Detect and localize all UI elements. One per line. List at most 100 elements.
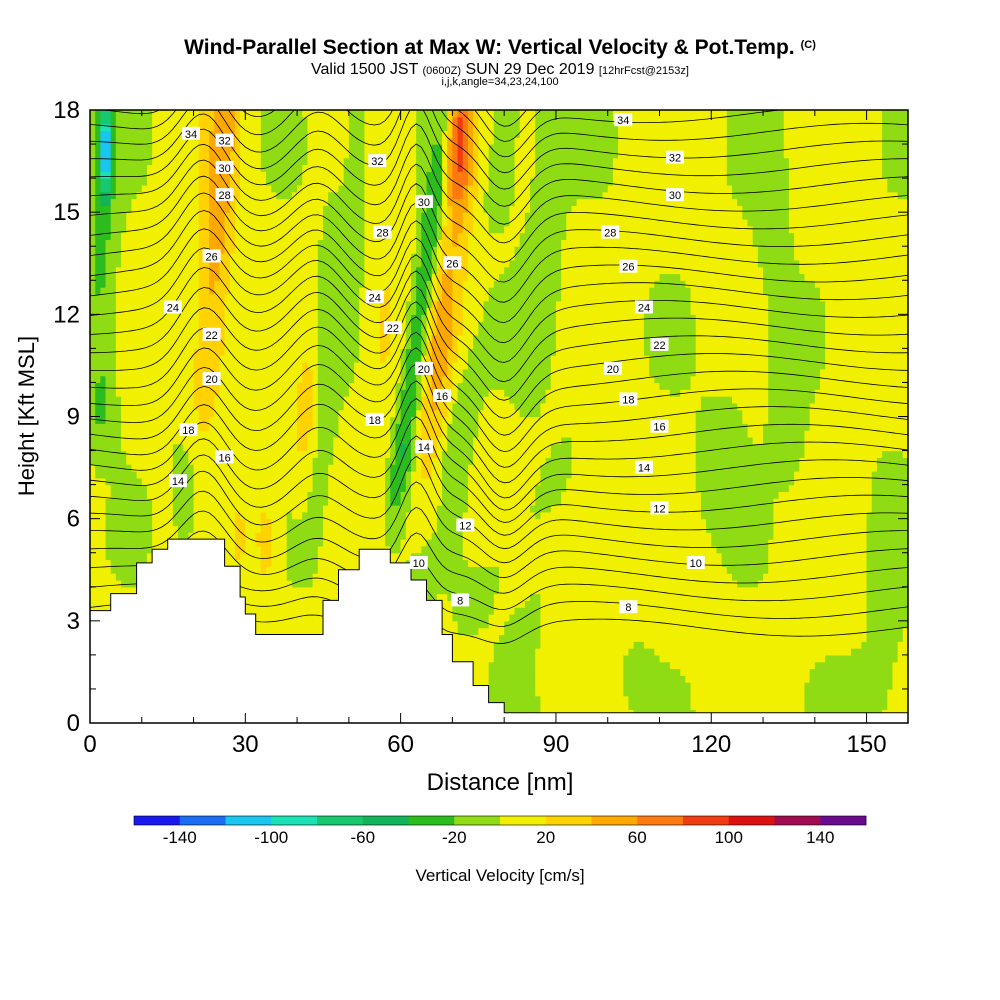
velocity-cell bbox=[214, 293, 221, 302]
velocity-cell bbox=[209, 150, 215, 159]
velocity-cell bbox=[100, 579, 107, 588]
velocity-cell bbox=[178, 116, 184, 125]
velocity-cell bbox=[307, 130, 314, 138]
velocity-cell bbox=[234, 375, 241, 384]
velocity-cell bbox=[333, 402, 340, 411]
velocity-cell bbox=[291, 389, 298, 397]
velocity-cell bbox=[121, 218, 127, 227]
velocity-cell bbox=[240, 300, 246, 309]
velocity-cell bbox=[297, 184, 303, 193]
velocity-cell bbox=[333, 436, 340, 445]
velocity-cell bbox=[178, 150, 184, 159]
velocity-cell bbox=[260, 334, 267, 343]
velocity-cell bbox=[157, 164, 164, 172]
velocity-cell bbox=[141, 457, 148, 465]
velocity-cell bbox=[369, 321, 376, 329]
velocity-cell bbox=[219, 532, 226, 540]
velocity-cell bbox=[302, 552, 309, 561]
velocity-cell bbox=[95, 532, 101, 540]
velocity-cell bbox=[188, 266, 195, 275]
velocity-cell bbox=[157, 464, 164, 472]
velocity-cell bbox=[255, 484, 262, 493]
velocity-cell bbox=[286, 600, 293, 608]
velocity-cell bbox=[343, 184, 350, 193]
velocity-cell bbox=[317, 416, 324, 424]
velocity-cell bbox=[307, 525, 314, 533]
velocity-cell bbox=[224, 287, 231, 295]
velocity-cell bbox=[354, 191, 360, 200]
velocity-cell bbox=[172, 178, 179, 186]
velocity-cell bbox=[188, 164, 195, 172]
velocity-cell bbox=[234, 130, 241, 138]
velocity-cell bbox=[266, 355, 272, 363]
velocity-cell bbox=[302, 355, 309, 363]
velocity-cell bbox=[286, 464, 293, 472]
velocity-cell bbox=[203, 470, 210, 479]
velocity-cell bbox=[333, 477, 340, 486]
velocity-cell bbox=[286, 273, 293, 281]
velocity-cell bbox=[193, 362, 200, 370]
velocity-cell bbox=[338, 321, 345, 329]
velocity-cell bbox=[172, 225, 179, 234]
velocity-cell bbox=[95, 600, 101, 608]
velocity-cell bbox=[157, 389, 164, 397]
velocity-cell bbox=[110, 130, 117, 138]
velocity-cell bbox=[333, 552, 340, 561]
velocity-cell bbox=[322, 253, 329, 261]
velocity-cell bbox=[250, 416, 257, 424]
velocity-cell bbox=[110, 280, 117, 288]
velocity-cell bbox=[105, 314, 112, 322]
velocity-cell bbox=[157, 280, 164, 288]
velocity-cell bbox=[136, 212, 143, 220]
velocity-cell bbox=[115, 130, 122, 138]
velocity-cell bbox=[209, 505, 215, 513]
velocity-cell bbox=[255, 137, 262, 145]
velocity-cell bbox=[276, 130, 283, 138]
velocity-cell bbox=[328, 334, 334, 343]
velocity-cell bbox=[317, 293, 324, 302]
velocity-cell bbox=[369, 273, 376, 281]
velocity-cell bbox=[183, 368, 189, 377]
velocity-cell bbox=[90, 144, 96, 152]
velocity-cell bbox=[136, 205, 143, 213]
velocity-cell bbox=[338, 239, 345, 247]
velocity-cell bbox=[338, 545, 345, 554]
velocity-cell bbox=[333, 287, 340, 295]
velocity-cell bbox=[338, 491, 345, 499]
velocity-cell bbox=[286, 566, 293, 574]
velocity-cell bbox=[157, 416, 164, 424]
velocity-cell bbox=[105, 266, 112, 275]
velocity-cell bbox=[271, 491, 277, 499]
velocity-cell bbox=[198, 464, 205, 472]
velocity-cell bbox=[343, 110, 350, 118]
velocity-cell bbox=[291, 368, 298, 377]
velocity-cell bbox=[281, 287, 288, 295]
velocity-cell bbox=[95, 505, 101, 513]
velocity-cell bbox=[198, 484, 205, 493]
velocity-cell bbox=[369, 443, 376, 452]
velocity-cell bbox=[369, 300, 376, 309]
velocity-cell bbox=[234, 498, 241, 506]
velocity-cell bbox=[90, 457, 96, 465]
velocity-cell bbox=[250, 498, 257, 506]
velocity-cell bbox=[209, 430, 215, 438]
velocity-cell bbox=[271, 593, 277, 601]
velocity-cell bbox=[183, 259, 189, 268]
velocity-cell bbox=[297, 321, 303, 329]
velocity-cell bbox=[131, 123, 138, 132]
velocity-cell bbox=[255, 402, 262, 411]
velocity-cell bbox=[146, 552, 153, 561]
velocity-cell bbox=[141, 470, 148, 479]
velocity-cell bbox=[131, 280, 138, 288]
velocity-cell bbox=[276, 171, 283, 179]
velocity-cell bbox=[297, 627, 303, 636]
velocity-cell bbox=[343, 273, 350, 281]
velocity-cell bbox=[193, 511, 200, 520]
velocity-cell bbox=[369, 266, 376, 275]
velocity-cell bbox=[245, 389, 252, 397]
velocity-cell bbox=[276, 178, 283, 186]
velocity-cell bbox=[312, 402, 319, 411]
velocity-cell bbox=[328, 225, 334, 234]
velocity-cell bbox=[224, 307, 231, 315]
velocity-cell bbox=[369, 314, 376, 322]
